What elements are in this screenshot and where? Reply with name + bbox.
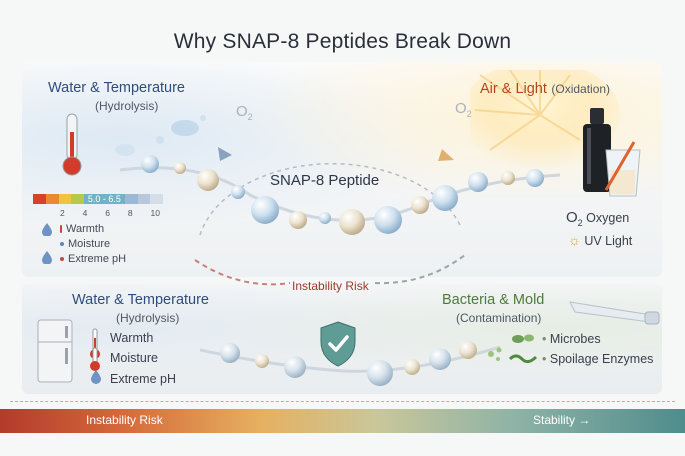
oxygen-icon: O2 [566,209,583,226]
legend-moisture: Moisture [60,238,110,250]
oxygen-item: O2 Oxygen [566,209,629,228]
shield-check-icon [318,320,358,368]
water-drop-icon [40,250,54,264]
water-drop-icon [40,222,54,236]
bottom-microbes: • Microbes [542,332,601,346]
o2-faint-right: O2 [455,100,472,119]
page-title: Why SNAP-8 Peptides Break Down [0,30,685,54]
refrigerator-icon [36,318,76,384]
top-right-heading: Air & Light (Oxidation) [480,80,610,98]
bottom-right-subheading: (Contamination) [456,311,541,325]
footer-stability-label: Stability → [533,413,590,427]
bottom-warmth: Warmth [110,331,153,345]
ph-highlight: 5.0 - 6.5 [84,194,125,204]
arc-instability-label: Instability Risk [292,279,369,293]
bottom-left-subheading: (Hydrolysis) [116,311,179,325]
sun-icon: ☼ [568,232,581,248]
water-splash-icon [105,110,215,170]
microbe-icon [510,331,536,347]
o2-faint-left: O2 [236,103,253,122]
footer-instability-label: Instability Risk [86,413,163,427]
divider [10,401,675,402]
microbe-icon [485,344,505,364]
bottom-right-heading: Bacteria & Mold [442,292,544,308]
legend-extreme-ph: Extreme pH [60,253,126,265]
bottom-spoilage-enzymes: • Spoilage Enzymes [542,352,653,366]
glass-icon [600,140,646,198]
bottom-left-heading: Water & Temperature [72,292,209,308]
bottom-moisture: Moisture [110,351,158,365]
thermometer-icon [58,112,86,178]
dropper-icon [565,292,665,332]
enzyme-icon [508,351,538,365]
legend-warmth: Warmth [60,223,104,235]
peptide-label: SNAP-8 Peptide [270,172,379,189]
ph-scale-bar: 5.0 - 6.5 [33,194,163,204]
ph-ticks: 2 4 6 8 10 [60,208,160,218]
uv-light-item: ☼ UV Light [568,232,632,248]
bottom-extreme-ph: Extreme pH [110,372,176,386]
water-drop-icon [89,369,103,385]
top-left-heading: Water & Temperature [48,80,185,96]
